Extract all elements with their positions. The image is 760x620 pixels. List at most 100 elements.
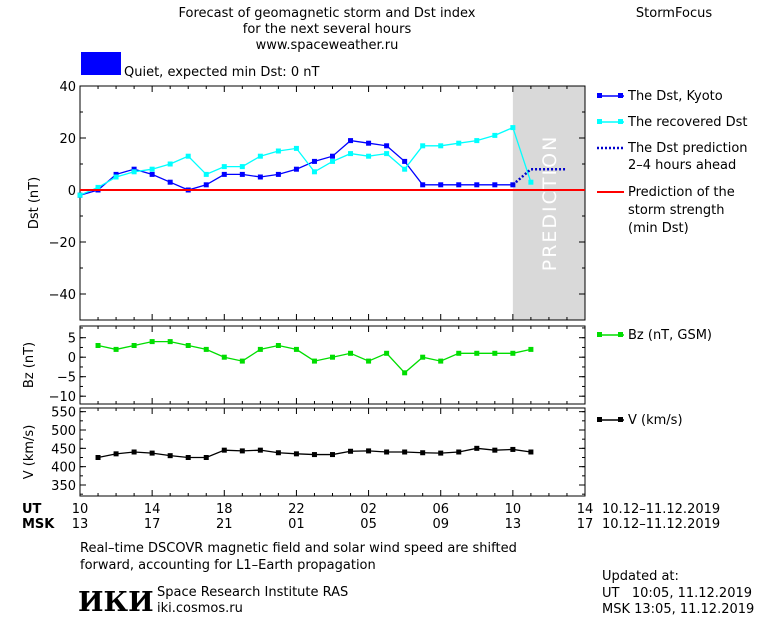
legend-storm-label-2: storm strength bbox=[628, 203, 725, 218]
data-point bbox=[330, 158, 335, 164]
status-swatch bbox=[81, 52, 121, 75]
y-tick-label: −10 bbox=[49, 390, 76, 405]
data-point bbox=[167, 179, 173, 185]
data-point bbox=[330, 452, 335, 458]
data-point bbox=[239, 171, 245, 177]
data-point bbox=[330, 153, 335, 159]
title-line-2: for the next several hours bbox=[243, 22, 412, 37]
data-point bbox=[438, 143, 444, 149]
legend-v-label: V (km/s) bbox=[628, 413, 683, 428]
data-point bbox=[402, 158, 408, 164]
data-point bbox=[149, 450, 155, 456]
legend-storm-label-1: Prediction of the bbox=[628, 185, 735, 200]
msk-tick-label: 09 bbox=[432, 517, 449, 532]
legend-dst-marker bbox=[618, 93, 623, 98]
data-point bbox=[366, 140, 372, 146]
data-point bbox=[420, 450, 426, 456]
data-point bbox=[257, 174, 263, 180]
site-url: www.spaceweather.ru bbox=[256, 38, 399, 53]
legend-dst-marker bbox=[597, 93, 602, 98]
title-line-1: Forecast of geomagnetic storm and Dst in… bbox=[178, 6, 475, 21]
msk-axis-label: MSK bbox=[22, 517, 55, 532]
data-point bbox=[257, 447, 263, 453]
ut-tick-label: 14 bbox=[144, 502, 161, 517]
y-tick-label: 550 bbox=[51, 406, 76, 421]
brand-name: StormFocus bbox=[636, 6, 712, 21]
data-point bbox=[366, 358, 372, 364]
data-point bbox=[293, 166, 299, 172]
ut-tick-label: 02 bbox=[360, 502, 377, 517]
legend-bz-marker bbox=[618, 332, 623, 337]
data-point bbox=[492, 447, 498, 453]
updated-label: Updated at: bbox=[602, 569, 679, 584]
status-text: Quiet, expected min Dst: 0 nT bbox=[124, 65, 319, 80]
data-point bbox=[167, 161, 173, 167]
data-point bbox=[131, 449, 137, 455]
ut-tick-label: 10 bbox=[505, 502, 522, 517]
legend-prediction-label-2: 2–4 hours ahead bbox=[628, 158, 736, 173]
y-tick-label: 5 bbox=[68, 332, 76, 347]
y-tick-label: −5 bbox=[57, 371, 76, 386]
data-point bbox=[420, 354, 426, 360]
y-tick-label: 0 bbox=[68, 184, 76, 199]
ut-tick-label: 06 bbox=[432, 502, 449, 517]
ut-tick-label: 22 bbox=[288, 502, 305, 517]
legend: The Dst, Kyoto The recovered Dst The Dst… bbox=[597, 89, 748, 428]
data-point bbox=[474, 182, 480, 188]
institute-name: Space Research Institute RAS bbox=[157, 585, 348, 600]
data-point bbox=[185, 455, 191, 460]
data-point bbox=[95, 184, 101, 190]
data-point bbox=[239, 448, 245, 454]
msk-tick-label: 17 bbox=[144, 517, 161, 532]
legend-prediction-label-1: The Dst prediction bbox=[627, 141, 748, 156]
y-tick-label: −20 bbox=[49, 236, 76, 251]
data-point bbox=[293, 451, 299, 457]
data-point bbox=[366, 153, 372, 159]
data-point bbox=[474, 350, 480, 356]
data-point bbox=[384, 449, 390, 455]
y-tick-label: 500 bbox=[51, 424, 76, 439]
y-tick-label: 0 bbox=[68, 351, 76, 366]
ut-tick-label: 18 bbox=[216, 502, 233, 517]
data-point bbox=[510, 125, 516, 131]
y-tick-label: −40 bbox=[49, 288, 76, 303]
dst-axis-label: Dst (nT) bbox=[27, 177, 42, 229]
ut-tick-label: 14 bbox=[577, 502, 594, 517]
data-point bbox=[402, 449, 408, 455]
data-point bbox=[131, 343, 137, 348]
data-point bbox=[348, 448, 354, 454]
institute-url: iki.cosmos.ru bbox=[157, 601, 243, 616]
data-point bbox=[456, 182, 462, 188]
data-point bbox=[528, 179, 534, 185]
legend-v-marker bbox=[597, 417, 602, 422]
data-point bbox=[474, 445, 480, 451]
data-point bbox=[221, 164, 227, 170]
msk-tick-label: 01 bbox=[288, 517, 305, 532]
y-tick-label: 350 bbox=[51, 479, 76, 494]
data-point bbox=[311, 158, 317, 164]
data-point bbox=[149, 166, 155, 172]
data-point bbox=[203, 346, 209, 352]
footer-note-line-1: Real–time DSCOVR magnetic field and sola… bbox=[80, 541, 517, 556]
data-point bbox=[185, 153, 191, 159]
series-layer bbox=[77, 125, 585, 460]
dst-panel-frame bbox=[79, 85, 586, 321]
data-point bbox=[275, 343, 281, 348]
data-point bbox=[384, 151, 390, 157]
data-point bbox=[257, 346, 263, 352]
data-point bbox=[348, 151, 354, 157]
data-point bbox=[510, 446, 516, 452]
data-point bbox=[167, 453, 173, 459]
series-line bbox=[79, 126, 532, 196]
data-point bbox=[456, 140, 462, 146]
data-point bbox=[185, 343, 191, 348]
bz-panel-frame bbox=[79, 325, 586, 405]
data-point bbox=[366, 448, 372, 454]
data-point bbox=[474, 138, 480, 144]
data-point bbox=[311, 358, 317, 364]
msk-tick-label: 13 bbox=[505, 517, 522, 532]
series-line bbox=[97, 340, 532, 374]
legend-storm-label-3: (min Dst) bbox=[628, 221, 689, 236]
data-point bbox=[528, 449, 534, 455]
series-line bbox=[512, 167, 567, 186]
